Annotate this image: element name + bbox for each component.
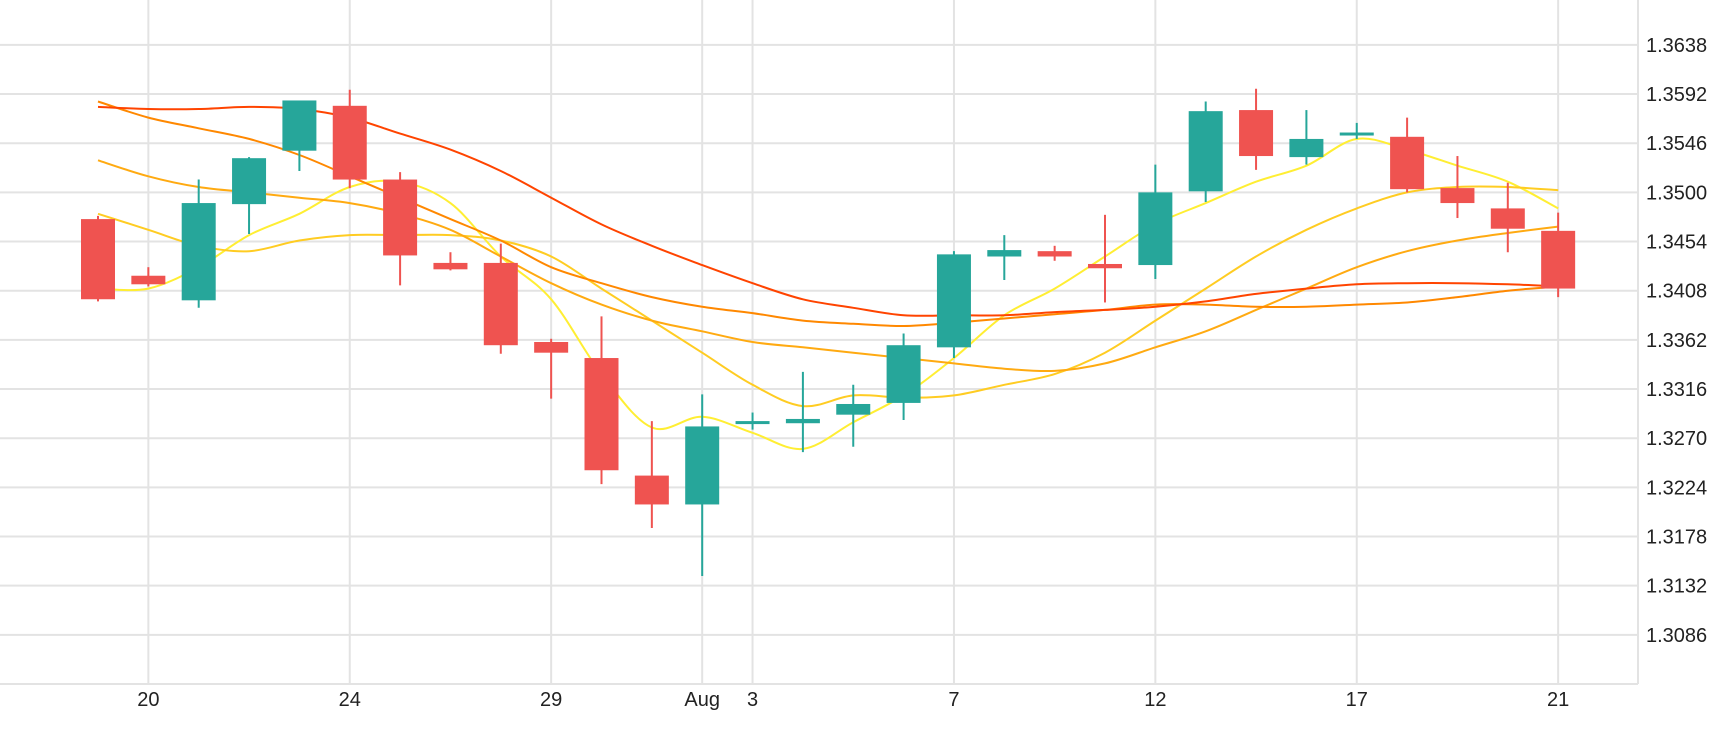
candle-up xyxy=(232,157,267,235)
candle-body xyxy=(1289,138,1324,158)
candle-down xyxy=(534,338,569,399)
candle-down xyxy=(131,267,166,287)
candle-body xyxy=(282,100,317,151)
candle-body xyxy=(181,203,216,301)
y-tick-label: 1.3500 xyxy=(1646,182,1707,204)
candle-down xyxy=(1490,182,1525,253)
candle-up xyxy=(987,235,1022,281)
candle-down xyxy=(483,243,518,354)
candle-body xyxy=(785,418,820,424)
candle-body xyxy=(987,250,1022,257)
x-tick-label: 3 xyxy=(747,689,758,711)
candle-body xyxy=(1490,208,1525,229)
y-tick-label: 1.3408 xyxy=(1646,281,1707,303)
candle-body xyxy=(1188,111,1223,192)
moving-average-line xyxy=(97,105,1559,317)
candle-up xyxy=(181,179,216,308)
x-tick-label: 12 xyxy=(1144,689,1166,711)
candle-up xyxy=(836,384,871,447)
candle-body xyxy=(836,403,871,415)
y-tick-label: 1.3638 xyxy=(1646,35,1707,57)
candle-up xyxy=(282,100,317,171)
candle-down xyxy=(584,316,619,485)
candle-down xyxy=(1541,212,1576,298)
candle-body xyxy=(534,342,569,353)
y-tick-label: 1.3454 xyxy=(1646,232,1707,254)
moving-average-lines xyxy=(97,100,1559,450)
candle-body xyxy=(1138,192,1173,266)
candle-down xyxy=(1037,245,1072,261)
candle-body xyxy=(735,421,770,425)
y-tick-label: 1.3270 xyxy=(1646,428,1707,450)
candle-body xyxy=(232,158,267,205)
moving-average-line xyxy=(97,100,1559,328)
candle-body xyxy=(584,358,619,471)
candle-body xyxy=(131,275,166,285)
y-tick-label: 1.3224 xyxy=(1646,477,1707,499)
candle-up xyxy=(785,371,820,453)
candle-body xyxy=(936,254,971,348)
y-tick-label: 1.3592 xyxy=(1646,84,1707,106)
x-tick-label: 24 xyxy=(339,689,361,711)
candle-body xyxy=(1541,230,1576,289)
x-tick-label: 21 xyxy=(1547,689,1569,711)
candle-body xyxy=(383,179,418,256)
y-tick-label: 1.3316 xyxy=(1646,379,1707,401)
moving-average-line xyxy=(97,185,1559,408)
candle-body xyxy=(433,262,468,270)
candle-body xyxy=(483,262,518,346)
candle-body xyxy=(1390,136,1425,190)
grid xyxy=(0,0,1638,684)
y-tick-label: 1.3132 xyxy=(1646,576,1707,598)
x-tick-label: 7 xyxy=(948,689,959,711)
candle-down xyxy=(383,172,418,286)
candle-body xyxy=(1088,263,1122,269)
axes: 1.3638 1.3592 1.3546 1.3500 1.3454 1.3408 1.33… xyxy=(0,0,1707,711)
candle-down xyxy=(81,215,115,302)
y-tick-label: 1.3362 xyxy=(1646,330,1707,352)
candle-body xyxy=(1037,251,1072,257)
y-tick-label: 1.3546 xyxy=(1646,133,1707,155)
y-tick-label: 1.3086 xyxy=(1646,625,1707,647)
x-tick-label: 29 xyxy=(540,689,562,711)
candle-down xyxy=(433,252,468,271)
candles xyxy=(81,88,1576,577)
x-tick-label: 17 xyxy=(1346,689,1368,711)
x-tick-label: Aug xyxy=(684,689,720,711)
candle-down xyxy=(1390,117,1425,193)
candle-down xyxy=(634,421,669,528)
candle-down xyxy=(1239,88,1274,170)
candle-down xyxy=(1440,156,1475,219)
candle-up xyxy=(1138,164,1173,279)
candle-body xyxy=(685,426,720,505)
moving-average-line xyxy=(97,159,1559,373)
candle-body xyxy=(1239,110,1274,157)
candle-body xyxy=(1339,132,1374,136)
candle-up xyxy=(936,251,971,359)
candle-up xyxy=(735,412,770,430)
candle-body xyxy=(332,105,367,180)
candle-up xyxy=(1289,110,1324,165)
y-tick-label: 1.3178 xyxy=(1646,527,1707,549)
candle-up xyxy=(685,394,720,577)
candle-up xyxy=(886,333,921,421)
candle-up xyxy=(1339,122,1374,139)
candle-down xyxy=(1088,214,1122,303)
candle-up xyxy=(1188,101,1223,202)
candle-body xyxy=(634,475,669,505)
candle-body xyxy=(81,219,115,300)
x-tick-label: 20 xyxy=(137,689,159,711)
candle-down xyxy=(332,89,367,189)
candle-body xyxy=(886,345,921,403)
candle-body xyxy=(1440,188,1475,204)
